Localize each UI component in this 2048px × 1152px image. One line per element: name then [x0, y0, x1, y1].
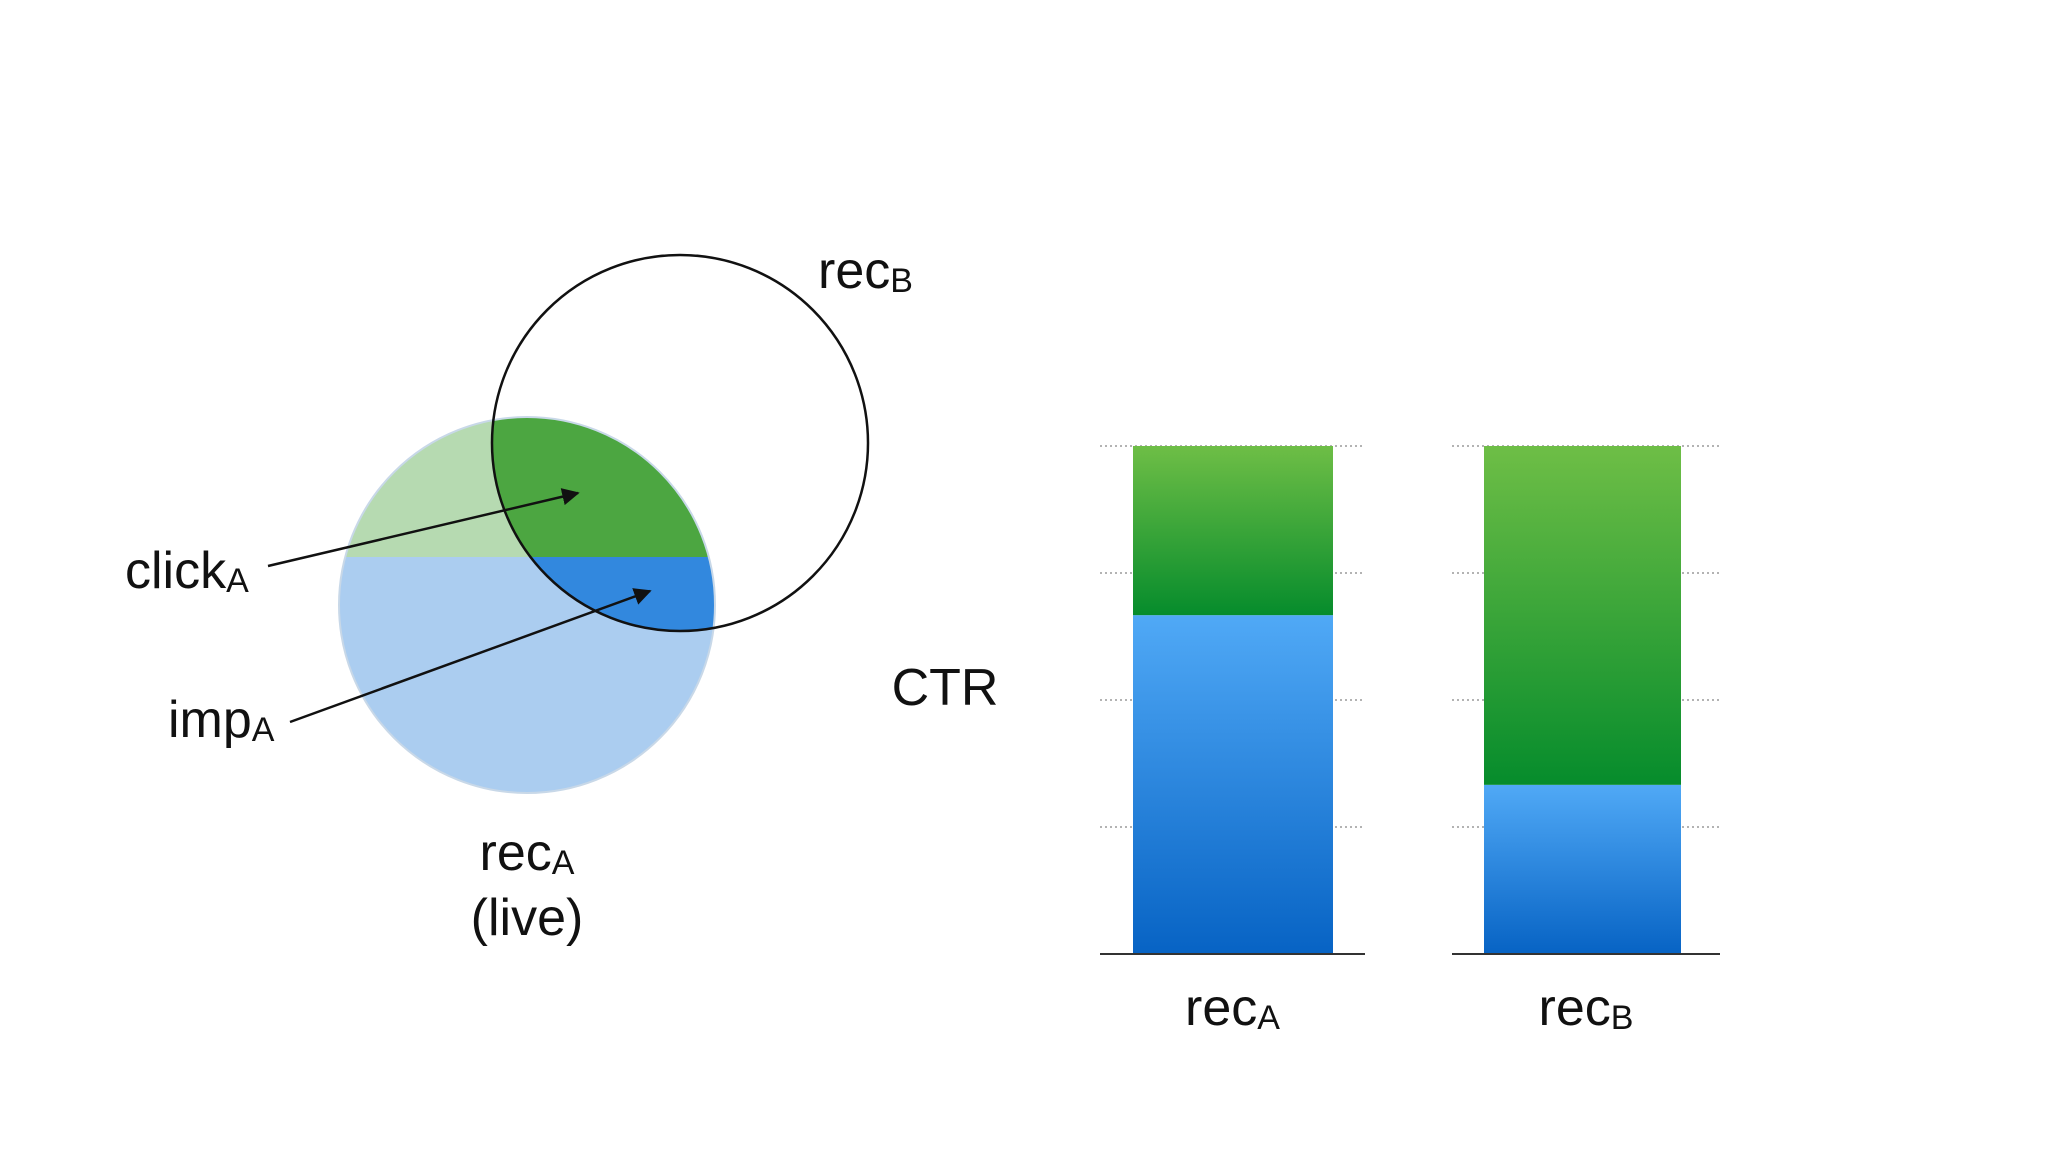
imp-a-arrow — [289, 588, 652, 724]
click-a-arrow — [267, 488, 580, 568]
bar-imp-segment — [1133, 615, 1333, 954]
category-label: recA — [1185, 979, 1280, 1037]
imp-a-label: impA — [168, 691, 275, 749]
bar-click-segment — [1484, 446, 1681, 785]
rec-a-note: (live) — [471, 889, 584, 947]
venn-diagram: recB clickA impA recA (live) — [125, 242, 913, 947]
bar-imp-segment — [1484, 784, 1681, 954]
rec-a-label: recA — [480, 824, 575, 882]
rec-b-label: recB — [818, 242, 913, 300]
ctr-chart: CTR recA recB — [892, 445, 1720, 1037]
chart-y-label: CTR — [892, 659, 999, 717]
rec-a-circle — [339, 417, 715, 793]
rec-b-circle — [490, 253, 870, 633]
rec-a-outline — [338, 416, 716, 794]
chart-marks: recA recB — [1100, 445, 1720, 1037]
category-label: recB — [1539, 979, 1634, 1037]
click-a-label: clickA — [125, 542, 249, 600]
bar-click-segment — [1133, 446, 1333, 616]
